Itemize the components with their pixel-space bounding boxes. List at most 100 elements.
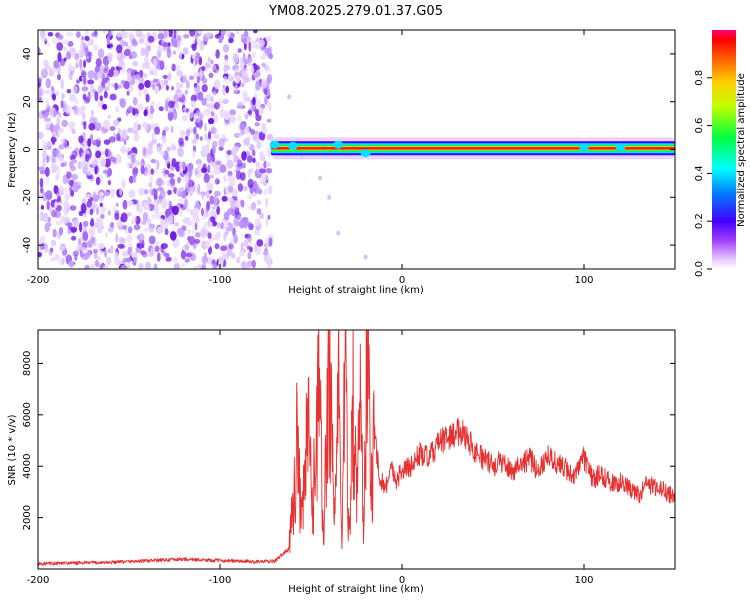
spectrogram-x-ticks: -200 -100 0 100 <box>27 30 594 286</box>
noise-speckle <box>38 252 42 258</box>
noise-speckle <box>253 228 261 236</box>
noise-speckle <box>54 148 62 158</box>
noise-speckle <box>160 150 165 156</box>
noise-speckle <box>68 260 75 268</box>
noise-speckle <box>172 50 177 55</box>
noise-speckle <box>214 233 220 241</box>
noise-speckle <box>115 202 119 207</box>
noise-speckle <box>267 101 272 112</box>
noise-speckle <box>131 163 136 168</box>
carrier-blob <box>269 140 280 149</box>
noise-speckle <box>80 203 87 214</box>
colorbar-ticks: 0.0 0.2 0.4 0.6 0.8 <box>694 70 712 277</box>
noise-speckle <box>151 188 159 196</box>
noise-speckle <box>67 73 70 78</box>
noise-speckle <box>90 217 94 223</box>
colorbar-tick-label: 0.6 <box>694 118 705 134</box>
noise-speckle <box>184 198 189 208</box>
noise-speckle <box>62 100 67 107</box>
noise-speckle <box>201 167 208 173</box>
noise-speckle <box>142 146 147 157</box>
noise-speckle <box>76 58 80 63</box>
noise-speckle <box>168 100 175 109</box>
noise-speckle <box>103 119 110 129</box>
noise-speckle <box>121 178 126 189</box>
spectrogram-x-tick-label: 0 <box>399 275 405 286</box>
noise-speckle <box>72 181 80 193</box>
noise-speckle <box>126 200 134 207</box>
noise-speckle <box>106 35 111 45</box>
noise-speckle <box>66 51 72 60</box>
noise-speckle <box>81 255 89 260</box>
noise-speckle <box>215 177 219 185</box>
noise-speckle <box>253 65 260 71</box>
noise-speckle <box>178 137 184 146</box>
noise-speckle <box>265 218 269 227</box>
noise-speckle <box>266 255 271 266</box>
noise-speckle <box>117 243 125 249</box>
noise-speckle <box>121 30 127 39</box>
noise-speckle <box>120 264 128 269</box>
noise-speckle <box>52 228 57 238</box>
noise-speckle <box>54 210 61 218</box>
noise-speckle <box>252 157 256 164</box>
noise-speckle <box>254 99 261 110</box>
noise-speckle <box>258 39 265 47</box>
noise-speckle <box>99 192 104 197</box>
noise-speckle <box>192 184 197 190</box>
noise-speckle <box>123 80 130 90</box>
noise-speckle <box>254 108 259 116</box>
noise-speckle <box>62 39 70 45</box>
noise-speckle <box>53 185 59 194</box>
noise-speckle <box>116 132 121 142</box>
noise-speckle <box>198 120 202 130</box>
noise-speckle <box>199 136 203 141</box>
noise-speckle <box>267 214 271 220</box>
noise-speckle <box>81 104 87 111</box>
noise-speckle <box>69 93 76 102</box>
noise-speckle <box>128 189 136 199</box>
noise-speckle <box>247 178 254 189</box>
noise-speckle <box>185 252 193 258</box>
noise-speckle <box>190 94 197 103</box>
noise-speckle <box>178 229 185 238</box>
noise-speckle <box>76 243 82 250</box>
noise-speckle <box>78 210 83 216</box>
noise-speckle <box>99 250 105 255</box>
noise-speckle <box>193 242 196 250</box>
noise-speckle <box>239 82 245 88</box>
noise-speckle <box>127 242 133 248</box>
noise-speckle <box>201 192 205 201</box>
noise-speckle <box>84 35 90 42</box>
noise-speckle <box>180 263 186 268</box>
noise-speckle <box>173 30 177 39</box>
noise-speckle <box>83 59 87 68</box>
noise-speckle <box>107 179 112 186</box>
noise-speckle <box>168 200 173 210</box>
noise-speckle <box>66 222 73 227</box>
noise-speckle <box>253 71 261 78</box>
noise-speckle <box>204 240 211 249</box>
noise-speckle <box>128 105 133 112</box>
noise-speckle <box>206 200 211 211</box>
noise-speckle <box>218 138 225 148</box>
noise-speckle <box>57 73 61 81</box>
colorbar-gradient <box>712 30 736 269</box>
noise-speckle <box>72 85 78 94</box>
noise-speckle <box>215 49 220 59</box>
noise-speckle <box>43 145 49 150</box>
noise-speckle <box>89 208 94 216</box>
noise-speckle <box>97 243 105 250</box>
noise-speckle <box>210 111 215 117</box>
noise-speckle <box>63 57 67 62</box>
noise-speckle <box>228 186 234 193</box>
noise-speckle <box>96 255 101 261</box>
noise-speckle <box>54 201 58 209</box>
noise-speckle <box>137 243 144 249</box>
noise-speckle <box>46 154 50 164</box>
noise-speckle <box>48 247 53 256</box>
noise-speckle <box>46 200 50 210</box>
noise-speckle <box>42 149 47 160</box>
noise-speckle <box>99 95 104 102</box>
noise-speckle <box>115 106 120 113</box>
